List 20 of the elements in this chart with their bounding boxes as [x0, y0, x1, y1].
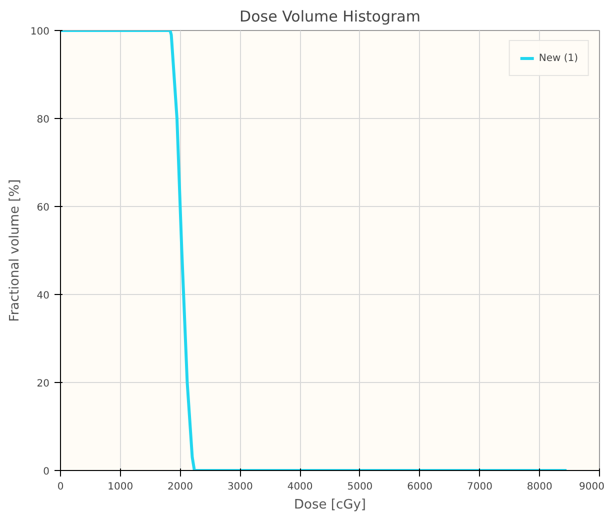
y-tick-label: 100	[30, 26, 50, 38]
x-tick-label: 5000	[347, 482, 373, 492]
x-tick-label: 8000	[526, 482, 552, 492]
y-tick-label: 80	[36, 114, 50, 126]
y-tick-label: 0	[43, 466, 50, 478]
x-axis-title: Dose [cGy]	[294, 498, 366, 512]
x-tick-label: 0	[57, 482, 64, 492]
legend-label: New (1)	[538, 52, 578, 64]
x-tick-label: 9000	[579, 482, 604, 492]
x-tick-label: 6000	[407, 482, 433, 492]
y-tick-label: 40	[36, 290, 50, 302]
x-tick-label: 4000	[287, 482, 313, 492]
y-tick-label: 60	[36, 202, 50, 214]
x-tick-label: 2000	[168, 482, 194, 492]
x-tick-label: 3000	[227, 482, 253, 492]
chart-title: Dose Volume Histogram	[240, 8, 420, 26]
y-tick-label: 20	[36, 378, 50, 390]
y-axis-title: Fractional volume [%]	[7, 179, 22, 322]
x-tick-label: 1000	[108, 482, 134, 492]
x-tick-label: 7000	[467, 482, 492, 492]
